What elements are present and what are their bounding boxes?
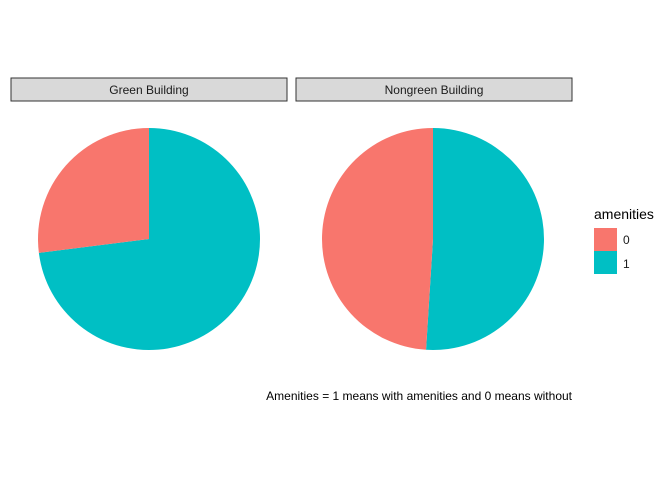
facet-label-nongreen: Nongreen Building (385, 83, 484, 97)
pie-slice-green-0 (37, 128, 149, 253)
facet-strip-green (10, 77, 288, 102)
facet-panel-nongreen: Nongreen Building (295, 77, 573, 350)
facet-panel-green: Green Building (10, 77, 288, 350)
legend: amenities 0 1 (594, 206, 654, 274)
pie-slice-green-1 (38, 128, 261, 350)
legend-key-1 (594, 251, 617, 274)
pie-slice-nongreen-1 (426, 128, 544, 350)
pie-slice-nongreen-0 (321, 128, 433, 350)
legend-label-0: 0 (623, 233, 630, 247)
pie-nongreen (321, 128, 544, 350)
facet-label-green: Green Building (109, 83, 188, 97)
pie-green (37, 128, 261, 350)
legend-title: amenities (594, 206, 654, 222)
facet-strip-nongreen (295, 77, 573, 102)
legend-key-0 (594, 228, 617, 251)
legend-label-1: 1 (623, 257, 630, 271)
chart-caption: Amenities = 1 means with amenities and 0… (266, 389, 572, 403)
